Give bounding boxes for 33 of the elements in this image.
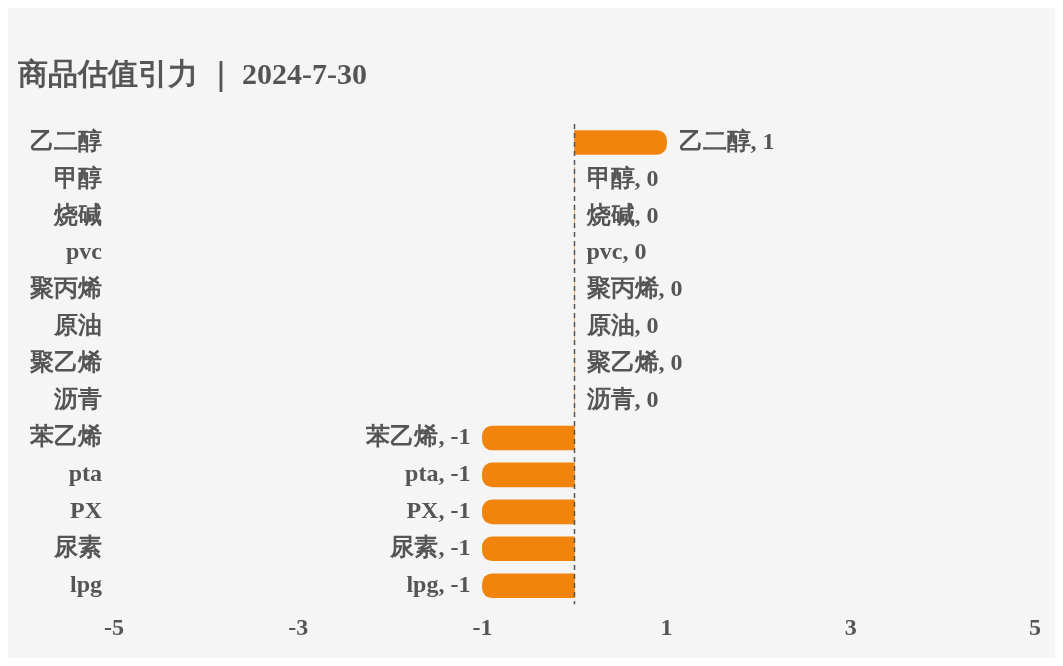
data-label: 烧碱, 0 xyxy=(585,201,659,228)
data-label: 聚乙烯, 0 xyxy=(585,349,683,376)
y-tick-label: 甲醇 xyxy=(54,164,102,191)
y-tick-label: 苯乙烯 xyxy=(29,423,102,450)
data-label: 苯乙烯, -1 xyxy=(365,423,471,450)
data-label: pta, -1 xyxy=(405,460,471,487)
data-label: 沥青, 0 xyxy=(585,386,659,413)
y-tick-label: pta xyxy=(68,460,102,487)
data-label: 甲醇, 0 xyxy=(586,164,659,191)
data-label: PX, -1 xyxy=(406,497,471,524)
x-tick-label: -3 xyxy=(288,613,309,640)
y-tick-label: pvc xyxy=(66,238,103,265)
y-tick-label: 尿素 xyxy=(53,534,102,560)
y-tick-label: 聚丙烯 xyxy=(29,275,102,302)
y-tick-label: 烧碱 xyxy=(53,201,102,228)
y-tick-label: PX xyxy=(70,497,103,524)
x-tick-label: -5 xyxy=(104,613,124,640)
y-tick-label: lpg xyxy=(69,570,102,597)
data-label: 原油, 0 xyxy=(585,312,659,339)
x-tick-label: 5 xyxy=(1029,613,1041,640)
y-tick-label: 乙二醇 xyxy=(30,127,102,154)
x-tick-label: -1 xyxy=(472,613,493,640)
chart-title: 商品估值引力 ｜ 2024-7-30 xyxy=(18,56,367,93)
data-label: 乙二醇, 1 xyxy=(678,127,775,154)
data-label: 聚丙烯, 0 xyxy=(585,275,683,302)
x-tick-label: 3 xyxy=(844,613,857,640)
x-tick-label: 1 xyxy=(660,613,673,640)
data-label: pvc, 0 xyxy=(586,238,647,265)
y-tick-label: 沥青 xyxy=(53,386,102,413)
data-label: 尿素, -1 xyxy=(389,534,471,560)
y-tick-label: 原油 xyxy=(53,312,102,339)
y-tick-label: 聚乙烯 xyxy=(29,349,102,376)
data-label: lpg, -1 xyxy=(406,570,471,597)
